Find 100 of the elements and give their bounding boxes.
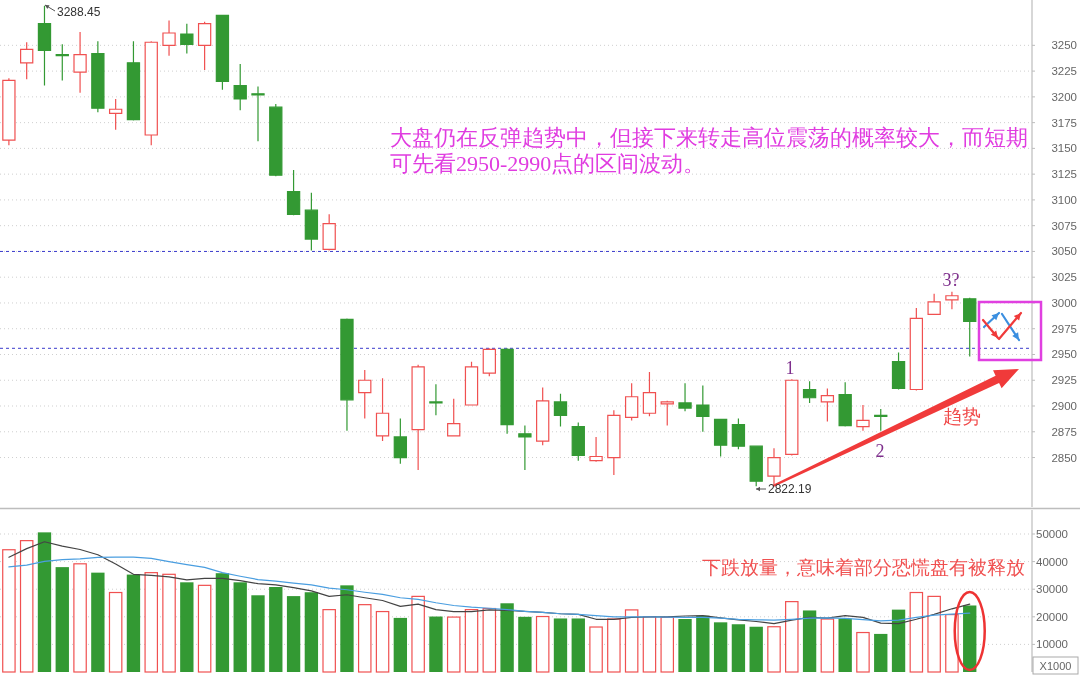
candlestick: [713, 418, 728, 458]
candlestick: [624, 382, 639, 422]
bar: [357, 604, 372, 673]
candlestick: [322, 213, 336, 252]
bar: [607, 618, 621, 673]
y-tick-label: 40000: [1036, 555, 1068, 568]
bar: [535, 615, 550, 673]
candlestick: [820, 387, 835, 423]
candlestick: [304, 192, 319, 252]
annotation: 下跌放量，意味着部分恐慌盘有被释放: [702, 557, 1025, 578]
y-tick-label: 3075: [1051, 219, 1077, 232]
candlestick: [411, 364, 425, 471]
bar: [838, 618, 852, 672]
bar: [927, 595, 941, 673]
bar: [215, 573, 230, 672]
bar: [73, 563, 87, 673]
bar: [571, 618, 585, 672]
candlestick: [375, 377, 390, 442]
annotation: 3?: [942, 270, 960, 290]
candlestick: [126, 40, 141, 122]
candlestick: [162, 20, 176, 57]
candlestick: [802, 380, 817, 404]
candlestick: [286, 169, 301, 216]
bar: [233, 582, 247, 672]
bar: [820, 618, 835, 673]
y-tick-label: 3200: [1051, 90, 1077, 103]
candlestick: [731, 417, 746, 450]
candlestick: [874, 408, 888, 432]
bar: [55, 567, 69, 672]
candlestick: [767, 447, 781, 486]
bar: [731, 624, 746, 672]
bar: [785, 601, 799, 673]
bar: [197, 584, 212, 673]
bar: [19, 540, 34, 673]
candlestick: [785, 378, 799, 457]
bar: [660, 616, 675, 673]
candlestick: [963, 297, 977, 358]
y-tick-label: 10000: [1036, 638, 1068, 651]
candlestick: [144, 40, 158, 146]
bar: [909, 591, 924, 673]
candlestick: [464, 361, 479, 406]
y-tick-label: 20000: [1036, 610, 1068, 623]
candlestick: [536, 386, 550, 446]
y-tick-label: 3250: [1051, 39, 1077, 52]
bar: [749, 626, 763, 672]
bar: [251, 595, 265, 672]
candlestick: [678, 382, 692, 412]
y-tick-label: 3125: [1051, 168, 1077, 181]
bar: [589, 626, 603, 673]
bar: [162, 573, 176, 673]
bar: [856, 631, 870, 673]
bar: [891, 609, 906, 672]
bar: [518, 616, 532, 672]
bar: [108, 591, 123, 673]
annotation: 3288.45: [57, 5, 101, 19]
bar: [678, 619, 692, 672]
bar: [767, 626, 781, 673]
candlestick: [429, 383, 443, 416]
bar: [553, 618, 568, 672]
y-tick-label: 3050: [1051, 245, 1077, 258]
bar: [446, 616, 461, 673]
candlestick: [447, 398, 461, 437]
bar: [411, 595, 425, 673]
bar: [286, 596, 301, 672]
candlestick: [856, 404, 870, 432]
candlestick: [37, 5, 52, 87]
candlestick: [180, 23, 194, 55]
candlestick: [482, 347, 496, 377]
bar: [624, 609, 639, 673]
candlestick: [2, 77, 16, 146]
bar: [340, 585, 354, 672]
bar: [393, 617, 408, 672]
bar: [642, 616, 657, 673]
y-tick-label: 2950: [1051, 348, 1077, 361]
candlestick: [251, 85, 265, 142]
bar: [464, 609, 479, 673]
y-tick-label: 2925: [1051, 374, 1077, 387]
y-tick-label: 2900: [1051, 400, 1077, 413]
y-tick-label: 30000: [1036, 583, 1068, 596]
candlestick: [909, 307, 924, 392]
bar: [144, 572, 159, 673]
bar: [963, 605, 977, 672]
candlestick: [589, 436, 603, 463]
candlestick: [571, 421, 585, 462]
y-tick-label: 2875: [1051, 425, 1077, 438]
bar: [322, 609, 336, 673]
bar: [802, 610, 817, 672]
bar: [126, 574, 141, 672]
candlestick: [553, 393, 568, 428]
candlestick: [215, 14, 230, 91]
y-tick-label: 3000: [1051, 296, 1077, 309]
bar: [37, 532, 52, 672]
annotation: 2: [875, 441, 885, 461]
candlestick: [340, 317, 354, 432]
candlestick: [927, 293, 941, 315]
bar: [375, 610, 390, 673]
annotation: 大盘仍在反弹趋势中，但接下来转走高位震荡的概率较大，而短期可先看2950-2990点的区间波动。: [390, 125, 1028, 176]
candlestick: [660, 400, 674, 427]
candlestick: [91, 40, 105, 113]
candlestick: [20, 41, 34, 80]
